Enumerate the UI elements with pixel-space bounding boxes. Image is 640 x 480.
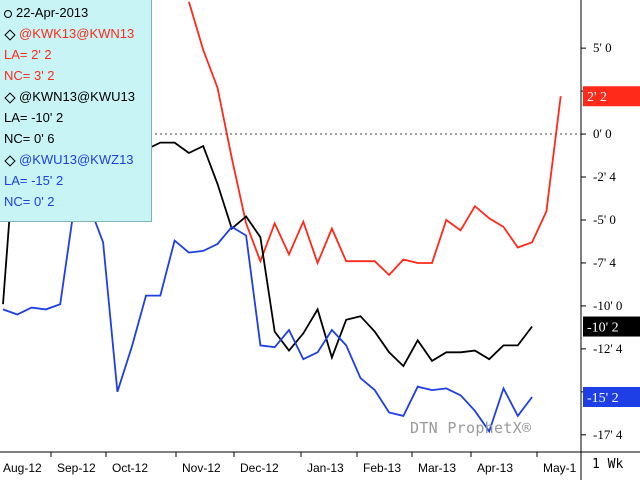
last-value-box bbox=[583, 387, 640, 408]
legend-series2-name: @KWN13@KWU13 bbox=[19, 89, 135, 104]
x-tick-label: Jan-13 bbox=[307, 461, 344, 475]
legend-series3-la: LA= -15' 2 bbox=[4, 173, 64, 188]
x-tick-label: Mar-13 bbox=[418, 461, 456, 475]
x-tick-label: May-1 bbox=[543, 461, 577, 475]
last-value-text: -10' 2 bbox=[587, 321, 619, 336]
legend-date: 22-Apr-2013 bbox=[16, 5, 89, 20]
magnifier-icon[interactable] bbox=[4, 9, 12, 18]
y-tick-label: 5' 0 bbox=[593, 40, 612, 55]
last-value-text: -15' 2 bbox=[587, 391, 619, 406]
y-tick-label: -7' 4 bbox=[593, 255, 616, 270]
last-value-tag-3: -15' 2 bbox=[583, 387, 640, 408]
plot-frame bbox=[0, 0, 640, 453]
y-tick-label: -17' 4 bbox=[593, 427, 623, 442]
diamond-icon bbox=[4, 154, 16, 167]
legend-series2-nc: NC= 0' 6 bbox=[4, 131, 55, 146]
legend-date-row: 22-Apr-2013 bbox=[4, 2, 151, 23]
last-value-tag-2: -10' 2 bbox=[583, 316, 640, 337]
x-tick-label: Nov-12 bbox=[182, 461, 221, 475]
legend-series2-row: @KWN13@KWU13 bbox=[4, 86, 151, 107]
legend-series1-row: @KWK13@KWN13 bbox=[4, 23, 151, 44]
y-tick-label: -5' 0 bbox=[593, 212, 616, 227]
legend-series3-nc: NC= 0' 2 bbox=[4, 194, 55, 209]
y-tick-label: 0' 0 bbox=[593, 126, 612, 141]
last-value-tag-1: 2' 2 bbox=[583, 86, 640, 107]
diamond-icon bbox=[4, 28, 16, 41]
x-tick-label: Oct-12 bbox=[112, 461, 148, 475]
last-value-box bbox=[583, 316, 640, 337]
legend-box: 22-Apr-2013 @KWK13@KWN13 LA= 2' 2 NC= 3'… bbox=[0, 0, 152, 222]
x-tick-label: Aug-12 bbox=[3, 461, 42, 475]
x-tick-label: Sep-12 bbox=[57, 461, 96, 475]
legend-series3-row: @KWU13@KWZ13 bbox=[4, 149, 151, 170]
legend-series1-name: @KWK13@KWN13 bbox=[19, 26, 135, 41]
last-value-text: 2' 2 bbox=[587, 90, 607, 105]
legend-series1-nc: NC= 3' 2 bbox=[4, 68, 55, 83]
series-line-3 bbox=[2, 203, 533, 434]
last-value-box bbox=[583, 86, 640, 107]
y-tick-label: -12' 4 bbox=[593, 341, 623, 356]
x-tick-label: Dec-12 bbox=[240, 461, 279, 475]
x-tick-label: Feb-13 bbox=[363, 461, 401, 475]
legend-series3-name: @KWU13@KWZ13 bbox=[19, 152, 134, 167]
diamond-icon bbox=[4, 91, 16, 104]
x-axis: Aug-12 Sep-12 Oct-12 Nov-12 Dec-12 Jan-13 Feb-… bbox=[3, 452, 582, 480]
last-value-labels: 2' 2 -10' 2 -15' 2 bbox=[583, 86, 640, 408]
x-tick-label: Apr-13 bbox=[477, 461, 513, 475]
y-tick-label: -2' 4 bbox=[593, 169, 616, 184]
series-line-1 bbox=[188, 1, 562, 277]
watermark: DTN ProphetX® bbox=[410, 419, 532, 437]
legend-series1-la: LA= 2' 2 bbox=[4, 47, 52, 62]
y-tick-label: -10' 0 bbox=[593, 298, 622, 313]
legend-series2-la: LA= -10' 2 bbox=[4, 110, 64, 125]
period-label[interactable]: 1 Wk bbox=[592, 457, 624, 472]
